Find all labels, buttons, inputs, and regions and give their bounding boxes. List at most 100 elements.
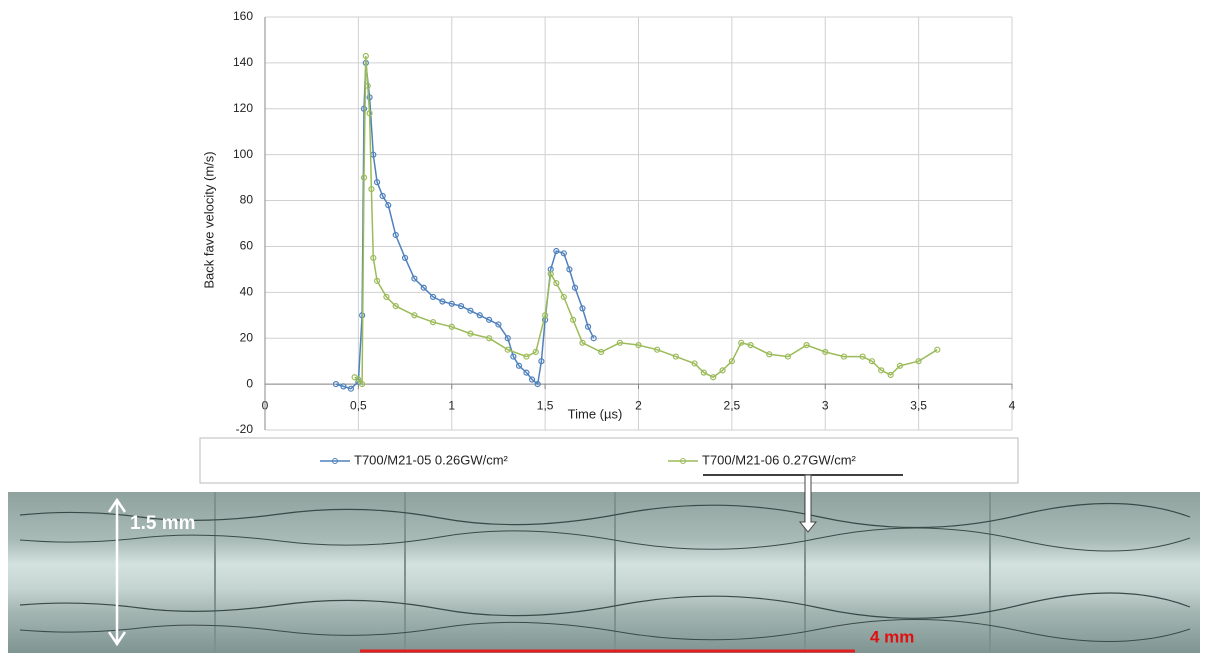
data-point: [515, 362, 523, 369]
data-point: [523, 353, 530, 360]
data-point: [887, 371, 894, 379]
data-point: [566, 266, 573, 273]
data-point: [360, 105, 368, 112]
data-point: [401, 254, 409, 262]
data-point: [542, 312, 549, 319]
series-line: [354, 55, 938, 387]
data-point: [411, 312, 418, 319]
data-point: [868, 358, 876, 365]
data-point: [719, 367, 726, 374]
data-point: [728, 358, 735, 365]
data-point: [654, 346, 661, 353]
data-point: [448, 323, 455, 330]
data-point: [383, 293, 390, 301]
y-tick-label: 40: [240, 285, 254, 299]
data-point: [710, 374, 717, 381]
data-point: [570, 316, 577, 323]
x-tick-label: 1: [448, 398, 455, 412]
data-point: [392, 303, 399, 310]
legend-label: T700/M21-05 0.26GW/cm²: [354, 452, 509, 467]
annotation: 4 mm: [870, 627, 914, 646]
data-point: [366, 94, 373, 101]
data-point: [392, 231, 399, 239]
data-point: [700, 369, 707, 376]
data-point: [560, 250, 567, 257]
data-point: [584, 323, 592, 330]
legend-marker: [332, 458, 338, 464]
y-tick-label: 0: [246, 376, 253, 390]
data-point: [373, 179, 381, 186]
series-line: [335, 62, 595, 390]
data-point: [784, 353, 792, 360]
data-point: [360, 174, 368, 181]
x-tick-label: 0,5: [350, 398, 367, 412]
data-point: [534, 381, 541, 388]
data-point: [747, 342, 754, 349]
data-point: [510, 353, 517, 360]
data-point: [547, 270, 554, 278]
data-point: [448, 300, 455, 307]
y-tick-label: 160: [233, 9, 253, 23]
legend-label: T700/M21-06 0.27GW/cm²: [702, 452, 857, 467]
data-point: [934, 346, 941, 353]
y-axis-label: Back fave velocity (m/s): [201, 151, 216, 288]
data-point: [532, 348, 539, 356]
data-point: [896, 362, 904, 369]
data-point: [359, 381, 366, 388]
micrograph: [8, 492, 1200, 653]
data-point: [476, 312, 483, 319]
data-point: [571, 284, 579, 291]
x-tick-label: 3: [822, 398, 829, 412]
data-point: [486, 316, 493, 323]
data-point: [766, 351, 773, 358]
data-point: [370, 254, 377, 262]
data-point: [368, 185, 375, 193]
x-tick-label: 2,5: [724, 398, 741, 412]
x-tick-label: 1,5: [537, 398, 554, 412]
data-point: [495, 321, 502, 328]
data-point: [738, 339, 745, 346]
data-point: [523, 369, 530, 376]
data-point: [467, 307, 474, 314]
y-tick-label: 140: [233, 55, 253, 69]
data-point: [616, 339, 623, 346]
data-point: [467, 330, 474, 337]
data-point: [878, 367, 885, 374]
data-point: [598, 348, 605, 356]
x-tick-label: 3,5: [910, 398, 927, 412]
data-point: [672, 353, 679, 360]
data-point: [691, 360, 698, 367]
data-point: [579, 339, 586, 346]
x-tick-label: 2: [635, 398, 642, 412]
data-point: [379, 192, 386, 200]
y-tick-label: 20: [240, 330, 254, 344]
data-point: [429, 293, 437, 301]
data-point: [579, 305, 586, 312]
data-point: [486, 335, 493, 342]
data-point: [538, 358, 545, 365]
data-point: [504, 335, 511, 342]
data-point: [420, 284, 427, 291]
data-point: [915, 358, 922, 365]
data-point: [362, 52, 369, 60]
legend-marker: [680, 458, 686, 464]
arrow: [798, 474, 818, 533]
x-tick-label: 4: [1009, 398, 1016, 412]
annotation: 1.5 mm: [130, 513, 195, 534]
data-point: [355, 376, 362, 383]
data-point: [332, 381, 340, 388]
data-point: [840, 353, 848, 360]
data-point: [635, 342, 642, 349]
x-axis-label: Time (µs): [568, 406, 623, 421]
data-point: [373, 277, 381, 284]
data-point: [385, 202, 392, 209]
data-point: [457, 303, 465, 310]
data-point: [411, 275, 418, 282]
data-point: [347, 385, 355, 392]
data-point: [822, 348, 829, 356]
data-point: [553, 280, 560, 287]
data-point: [364, 82, 371, 89]
data-point: [803, 342, 810, 349]
data-point: [340, 383, 347, 390]
